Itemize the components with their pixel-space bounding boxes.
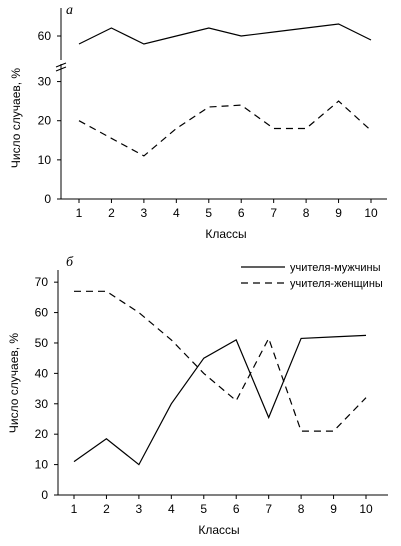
panel-a-axes	[55, 8, 387, 200]
panel-a-series-dashed-line	[78, 100, 372, 157]
panel-b-y-tick-label: 60	[35, 306, 49, 320]
panel-a-x-tick-label: 7	[270, 206, 277, 220]
panel-b-x-tick-label: 2	[103, 502, 110, 516]
panel-a-series	[78, 23, 372, 157]
panel-a-letter: а	[66, 3, 73, 18]
panel-b-y-tick-label: 70	[35, 275, 49, 289]
panel-a-x-tick-label: 4	[173, 206, 180, 220]
panel-b-legend: учителя-мужчины учителя-женщины	[241, 262, 383, 290]
panel-a-y-tick-label: 30	[38, 75, 52, 89]
panel-a-y-tick-label: 10	[38, 153, 52, 167]
panel-b-x-tick-label: 7	[265, 502, 272, 516]
panel-a-x-tick-label: 5	[205, 206, 212, 220]
panel-a-ylabel: Число случаев, %	[9, 68, 23, 168]
panel-b-y-tick-label: 0	[41, 488, 48, 502]
panel-b-y-tick-label: 30	[35, 397, 49, 411]
panel-b-x-tick-label: 9	[330, 502, 337, 516]
panel-a-x-tick-label: 2	[108, 206, 115, 220]
panel-b-letter: б	[66, 255, 74, 270]
legend-label-men: учителя-мужчины	[290, 262, 381, 274]
panel-a-x-tick-label: 10	[364, 206, 378, 220]
panel-b-ylabel: Число случаев, %	[7, 333, 21, 433]
panel-b-x-tick-label: 10	[359, 502, 373, 516]
panel-a-axis-break-mark	[55, 66, 67, 72]
panel-b-x-tick-label: 5	[200, 502, 207, 516]
panel-b-series	[73, 290, 367, 466]
panel-b-x-tick-label: 8	[298, 502, 305, 516]
panel-a-series-solid-line	[78, 23, 372, 45]
panel-a-x-tick-label: 3	[141, 206, 148, 220]
panel-b-y-tick-label: 10	[35, 458, 49, 472]
panel-b-x-tick-label: 3	[136, 502, 143, 516]
chart-panel-a: а Число случаев, % Классы 1 2 3 4 5 6 7 8 9 10 0 10…	[9, 3, 387, 241]
panel-a-x-tick-label: 1	[76, 206, 83, 220]
panel-b-x-tick-label: 4	[168, 502, 175, 516]
panel-b-series-men-line	[73, 334, 367, 466]
panel-a-x-tick-label: 8	[303, 206, 310, 220]
panel-b-y-tick-label: 50	[35, 336, 49, 350]
panel-b-xlabel: Классы	[198, 523, 239, 537]
panel-a-ticks: 1 2 3 4 5 6 7 8 9 10 0 10 20 30 60	[38, 29, 378, 220]
panel-a-y-tick-label: 0	[44, 192, 51, 206]
panel-b-y-tick-label: 20	[35, 427, 49, 441]
panel-a-y-tick-label: 20	[38, 114, 52, 128]
panel-b-x-tick-label: 1	[71, 502, 78, 516]
chart-panel-b: б Число случаев, % Классы 1 2 3 4 5 6 7 8 9 10 0 10…	[7, 255, 388, 537]
panel-a-x-tick-label: 9	[335, 206, 342, 220]
panel-b-series-women-line	[74, 290, 367, 432]
panel-a-xlabel: Классы	[205, 227, 246, 241]
panel-b-y-tick-label: 40	[35, 366, 49, 380]
panel-b-x-tick-label: 6	[233, 502, 240, 516]
legend-label-women: учителя-женщины	[290, 278, 383, 290]
panel-a-x-tick-label: 6	[238, 206, 245, 220]
panel-a-axis-break-mark	[55, 62, 67, 68]
panel-a-y-tick-label: 60	[38, 29, 52, 43]
panel-b-ticks: 1 2 3 4 5 6 7 8 9 10 0 10 20 30 40 50 60 70	[35, 275, 373, 516]
panel-b-axes	[57, 270, 388, 496]
